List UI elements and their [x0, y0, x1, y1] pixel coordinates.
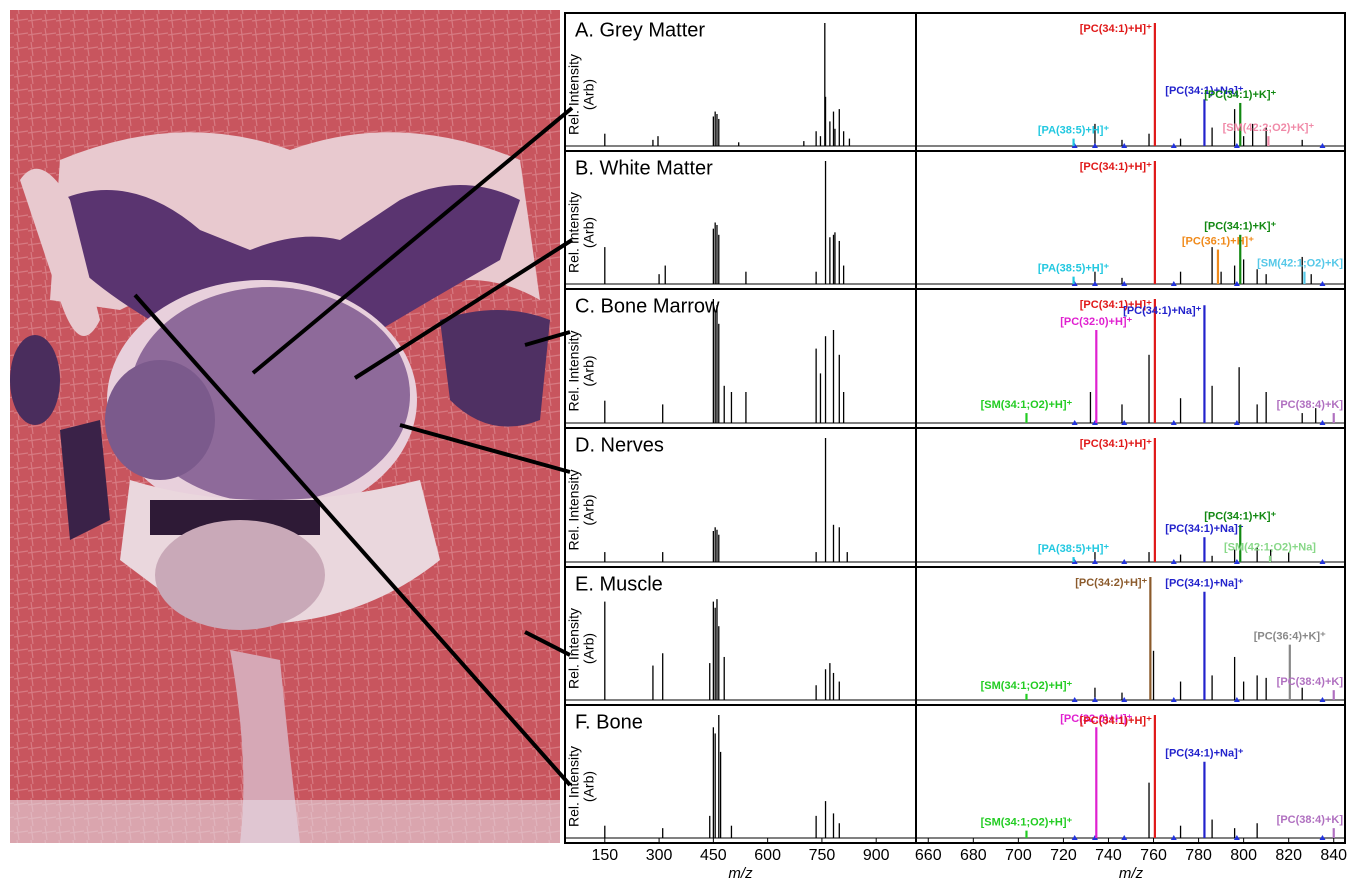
x-tick-label: 750: [809, 847, 836, 864]
peak-label: [PA(38:5)+H]⁺: [1038, 125, 1110, 137]
peak-label: [SM(42:1;O2)+Na]: [1224, 542, 1316, 554]
x-tick-label: 840: [1320, 847, 1347, 864]
peak-label: [PC(34:1)+H]⁺: [1080, 23, 1152, 35]
x-tick-label: 680: [960, 847, 987, 864]
x-axis-label: m/z: [1119, 865, 1144, 882]
peak-label: [PC(34:1)+Na]⁺: [1123, 305, 1201, 317]
panel-title: D. Nerves: [575, 434, 664, 456]
x-tick-label: 450: [700, 847, 727, 864]
peak-label: [PC(36:1)+H]⁺: [1182, 235, 1254, 247]
panel-title: E. Muscle: [575, 573, 663, 595]
x-tick-label: 900: [863, 847, 890, 864]
panel-title: C. Bone Marrow: [575, 295, 720, 317]
peak-label: [PC(34:1)+Na]⁺: [1165, 578, 1243, 590]
peak-label: [SM(34:1;O2)+H]⁺: [981, 817, 1073, 829]
peak-label: [PC(38:4)+K]: [1277, 814, 1344, 826]
peak-label: [SM(34:1;O2)+H]⁺: [981, 680, 1073, 692]
peak-label: [PC(34:1)+K]⁺: [1204, 221, 1276, 233]
peak-label: [PC(38:4)+K]: [1277, 676, 1344, 688]
peak-label: [PC(34:1)+Na]⁺: [1165, 523, 1243, 535]
peak-label: [PC(34:1)+K]⁺: [1204, 89, 1276, 101]
peak-label: [SM(42:1;O2)+K]: [1257, 258, 1343, 270]
panel-title: F. Bone: [575, 711, 643, 733]
peak-label: [PA(38:5)+H]⁺: [1038, 263, 1110, 275]
y-axis-label: Rel. Intensity: [566, 192, 582, 273]
peak-label: [PC(32:0)+H]⁺: [1060, 316, 1132, 328]
x-tick-label: 740: [1095, 847, 1122, 864]
y-axis-label: (Arb): [581, 494, 597, 525]
x-tick-label: 300: [646, 847, 673, 864]
x-tick-label: 150: [591, 847, 618, 864]
x-tick-label: 660: [915, 847, 942, 864]
y-axis-label: (Arb): [581, 79, 597, 110]
peak-label: [SM(34:1;O2)+H]⁺: [981, 399, 1073, 411]
y-axis-label: Rel. Intensity: [566, 746, 582, 827]
y-axis-label: Rel. Intensity: [566, 54, 582, 135]
peak-label: [PC(34:1)+H]⁺: [1080, 161, 1152, 173]
x-tick-label: 700: [1005, 847, 1032, 864]
y-axis-label: (Arb): [581, 771, 597, 802]
x-tick-label: 780: [1185, 847, 1212, 864]
panel-title: B. White Matter: [575, 157, 713, 179]
y-axis-label: (Arb): [581, 355, 597, 386]
panel-title: A. Grey Matter: [575, 19, 705, 41]
figure: A. Grey MatterRel. Intensity(Arb)[PA(38:…: [0, 0, 1347, 888]
x-tick-label: 760: [1140, 847, 1167, 864]
peak-label: [PC(34:1)+H]⁺: [1080, 438, 1152, 450]
x-tick-label: 820: [1275, 847, 1302, 864]
x-tick-label: 800: [1230, 847, 1257, 864]
peak-label: [PC(34:2)+H]⁺: [1075, 577, 1147, 589]
x-tick-label: 600: [754, 847, 781, 864]
x-axis-label: m/z: [728, 865, 753, 882]
peak-label: [SM(42:2;O2)+K]⁺: [1223, 122, 1315, 134]
y-axis-label: Rel. Intensity: [566, 608, 582, 689]
peak-label: [PA(38:5)+H]⁺: [1038, 543, 1110, 555]
y-axis-label: (Arb): [581, 217, 597, 248]
y-axis-label: (Arb): [581, 633, 597, 664]
peak-label: [PC(34:1)+Na]⁺: [1165, 748, 1243, 760]
peak-label: [PC(34:1)+K]⁺: [1204, 511, 1276, 523]
peak-label: [PC(36:4)+K]⁺: [1254, 631, 1326, 643]
histology-image: [10, 10, 560, 843]
y-axis-label: Rel. Intensity: [566, 470, 582, 551]
y-axis-label: Rel. Intensity: [566, 331, 582, 412]
peak-label: [PC(34:1)+H]⁺: [1080, 715, 1152, 727]
x-tick-label: 720: [1050, 847, 1077, 864]
peak-label: [PC(38:4)+K]: [1277, 399, 1344, 411]
